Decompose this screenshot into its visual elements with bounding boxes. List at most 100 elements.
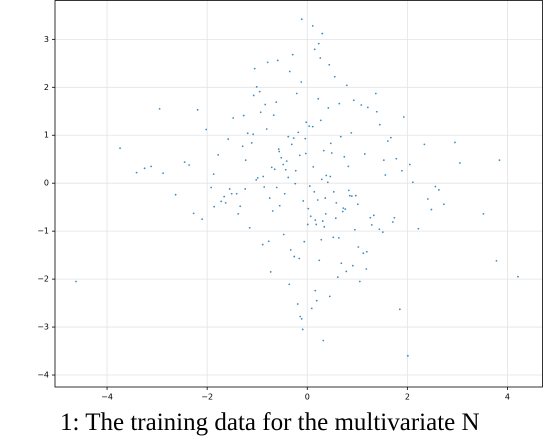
scatter-point	[296, 303, 299, 305]
scatter-point	[282, 233, 285, 236]
scatter-point	[442, 203, 445, 206]
scatter-point	[275, 101, 278, 104]
scatter-point	[235, 192, 238, 195]
scatter-point	[299, 315, 302, 318]
scatter-point	[334, 217, 337, 220]
scatter-point	[143, 167, 146, 170]
scatter-point	[291, 53, 294, 56]
scatter-point	[408, 163, 411, 166]
scatter-point	[319, 119, 322, 122]
scatter-point	[358, 280, 361, 283]
scatter-point	[311, 125, 314, 128]
scatter-point	[342, 207, 345, 210]
scatter-point	[325, 174, 328, 177]
scatter-point	[365, 250, 368, 253]
scatter-point	[340, 262, 343, 265]
x-tick-label: −4	[101, 393, 113, 402]
scatter-point	[303, 240, 306, 243]
scatter-point	[289, 248, 292, 251]
scatter-point	[326, 181, 329, 184]
grid-layer	[55, 0, 543, 387]
scatter-point	[241, 145, 244, 148]
scatter-point	[378, 228, 381, 231]
scatter-point	[315, 223, 318, 226]
scatter-point	[298, 257, 301, 260]
scatter-point	[255, 85, 258, 88]
scatter-point	[311, 25, 314, 27]
scatter-point	[300, 81, 303, 83]
scatter-point	[400, 169, 403, 172]
scatter-point	[300, 318, 303, 320]
scatter-point	[498, 159, 501, 162]
scatter-point	[306, 223, 309, 226]
scatter-point	[321, 32, 324, 35]
scatter-point	[357, 246, 360, 248]
scatter-point	[283, 192, 286, 195]
scatter-point	[227, 138, 230, 140]
scatter-point	[328, 295, 331, 298]
scatter-point	[293, 255, 296, 258]
scatter-point	[255, 178, 258, 181]
scatter-point	[320, 238, 323, 241]
scatter-point	[253, 67, 256, 70]
scatter-point	[307, 207, 310, 210]
scatter-point	[304, 152, 307, 155]
scatter-point	[305, 121, 308, 124]
scatter-point	[495, 259, 498, 262]
scatter-point	[351, 264, 354, 267]
scatter-point	[280, 156, 283, 159]
scatter-point	[302, 200, 305, 202]
scatter-point	[332, 190, 335, 193]
scatter-point	[278, 204, 281, 207]
scatter-point	[320, 178, 323, 181]
scatter-point	[264, 103, 267, 106]
scatter-point	[402, 116, 405, 118]
scatter-point	[352, 99, 355, 102]
scatter-point	[328, 63, 331, 66]
scatter-point	[353, 228, 356, 231]
scatter-point	[316, 199, 319, 201]
scatter-point	[313, 48, 316, 51]
scatter-point	[242, 114, 245, 117]
scatter-point	[322, 339, 325, 342]
scatter-point	[150, 165, 152, 168]
scatter-point	[434, 185, 437, 188]
scatter-point	[265, 128, 268, 130]
scatter-point	[382, 159, 385, 162]
scatter-point	[269, 271, 272, 273]
scatter-point	[329, 175, 332, 178]
scatter-point	[223, 195, 226, 198]
scatter-point	[135, 171, 138, 174]
y-tick-label: −3	[37, 323, 49, 332]
scatter-point	[363, 153, 366, 155]
y-tick-label: 2	[44, 83, 49, 92]
scatter-point	[384, 174, 387, 176]
scatter-point	[386, 140, 389, 142]
scatter-point	[329, 142, 332, 145]
scatter-point	[256, 177, 259, 179]
scatter-point	[270, 166, 273, 169]
scatter-point	[330, 152, 333, 154]
scatter-point	[327, 107, 330, 109]
scatter-point	[337, 236, 340, 239]
scatter-point	[395, 157, 398, 160]
scatter-point	[259, 111, 262, 114]
scatter-point	[301, 328, 304, 331]
scatter-point	[278, 150, 281, 153]
scatter-point	[309, 215, 312, 218]
scatter-point	[273, 168, 276, 171]
tick-layer: −4 −2 0 2 4 −4 −3 −2 −1 0 1 2 3	[37, 35, 510, 402]
scatter-point	[162, 172, 165, 175]
scatter-point	[248, 226, 251, 229]
scatter-point	[304, 137, 307, 140]
scatter-point	[262, 175, 265, 178]
scatter-point	[459, 162, 461, 164]
scatter-point	[350, 195, 353, 198]
scatter-point	[338, 102, 341, 105]
scatter-point	[375, 110, 378, 113]
scatter-point	[294, 169, 297, 172]
scatter-point	[267, 240, 270, 243]
scatter-point	[230, 192, 233, 195]
scatter-point	[314, 289, 317, 292]
scatter-point	[317, 97, 320, 100]
